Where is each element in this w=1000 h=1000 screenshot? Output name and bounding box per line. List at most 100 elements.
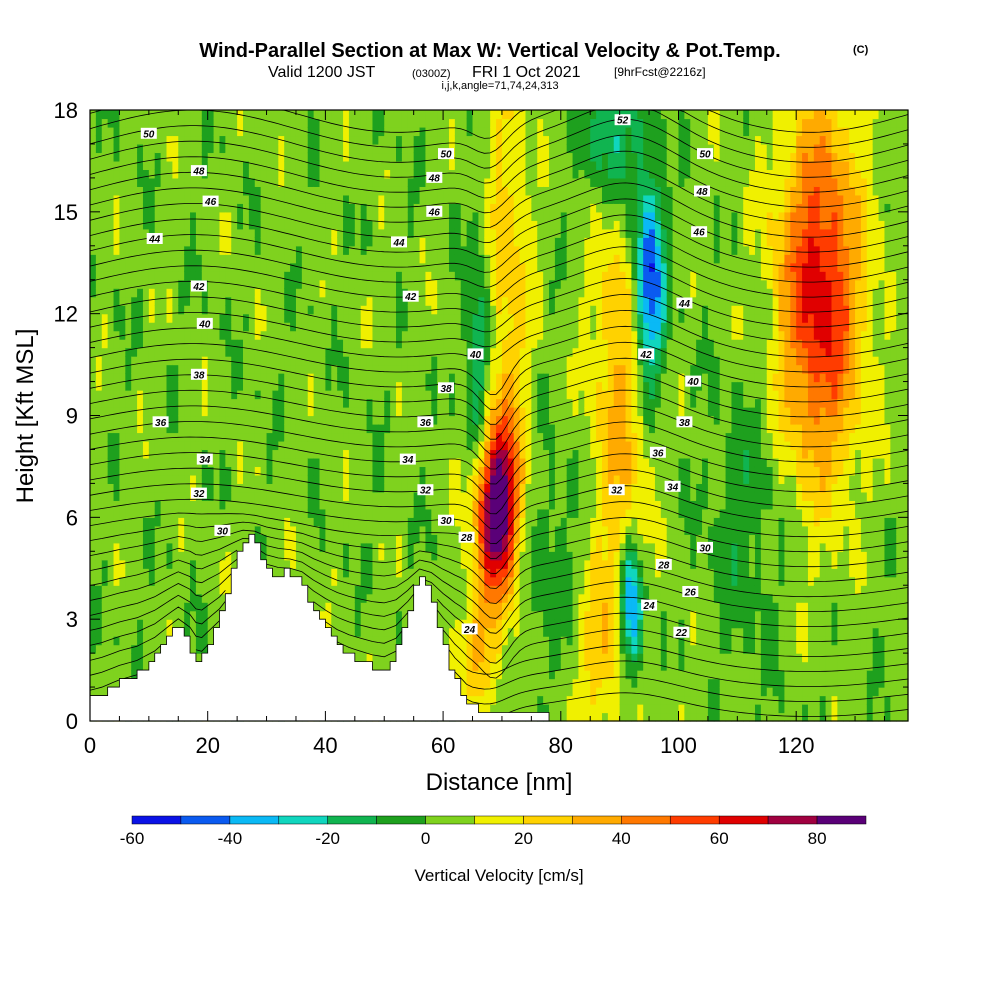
velocity-cell <box>307 534 315 544</box>
velocity-cell <box>260 474 268 484</box>
velocity-cell <box>466 211 474 221</box>
velocity-cell <box>137 568 144 578</box>
velocity-cell <box>154 423 162 434</box>
velocity-cell <box>384 432 391 442</box>
velocity-cell <box>254 262 262 272</box>
velocity-cell <box>90 203 97 213</box>
velocity-cell <box>295 568 303 578</box>
velocity-cell <box>243 211 250 221</box>
velocity-cell <box>231 534 238 544</box>
velocity-cell <box>95 203 103 213</box>
velocity-cell <box>319 373 326 383</box>
velocity-cell <box>337 398 344 408</box>
velocity-cell <box>390 143 397 154</box>
velocity-cell <box>331 542 338 552</box>
velocity-cell <box>278 542 285 552</box>
velocity-cell <box>478 491 485 501</box>
velocity-cell <box>354 636 362 646</box>
velocity-cell <box>490 585 497 595</box>
velocity-cell <box>484 500 491 510</box>
velocity-cell <box>348 610 356 620</box>
velocity-cell <box>360 551 368 561</box>
velocity-cell <box>101 653 109 663</box>
velocity-cell <box>166 457 173 468</box>
velocity-cell <box>331 339 338 349</box>
velocity-cell <box>425 500 432 510</box>
velocity-cell <box>448 220 456 230</box>
velocity-cell <box>331 517 338 527</box>
velocity-cell <box>213 398 221 408</box>
velocity-cell <box>107 228 115 238</box>
velocity-cell <box>295 126 303 137</box>
velocity-cell <box>231 203 238 213</box>
velocity-cell <box>166 364 173 374</box>
velocity-cell <box>295 500 303 510</box>
velocity-cell <box>319 322 326 332</box>
velocity-cell <box>301 305 309 315</box>
velocity-cell <box>266 296 274 306</box>
velocity-cell <box>484 364 491 374</box>
velocity-cell <box>460 644 468 654</box>
velocity-cell <box>384 491 391 501</box>
velocity-cell <box>201 110 209 120</box>
velocity-cell <box>307 194 315 204</box>
velocity-cell <box>413 483 421 493</box>
velocity-cell <box>131 356 138 366</box>
velocity-cell <box>313 211 321 221</box>
velocity-cell <box>419 220 427 230</box>
velocity-cell <box>372 313 379 323</box>
velocity-cell <box>460 483 468 493</box>
velocity-cell <box>437 186 444 196</box>
velocity-cell <box>454 653 462 663</box>
velocity-cell <box>337 177 344 187</box>
velocity-cell <box>113 627 121 637</box>
velocity-cell <box>190 322 197 332</box>
velocity-cell <box>225 220 232 230</box>
velocity-cell <box>195 330 203 340</box>
velocity-cell <box>148 390 156 400</box>
velocity-cell <box>101 610 109 620</box>
velocity-cell <box>472 432 479 442</box>
velocity-cell <box>307 483 315 493</box>
velocity-cell <box>437 347 444 357</box>
velocity-cell <box>448 500 456 510</box>
velocity-cell <box>490 220 497 230</box>
velocity-cell <box>125 220 132 230</box>
velocity-cell <box>407 262 415 272</box>
velocity-cell <box>401 390 409 400</box>
velocity-cell <box>290 228 297 238</box>
velocity-cell <box>219 398 226 408</box>
velocity-cell <box>407 466 415 476</box>
velocity-cell <box>419 296 427 306</box>
velocity-cell <box>142 602 150 612</box>
velocity-cell <box>119 186 126 196</box>
velocity-cell <box>178 203 185 213</box>
velocity-cell <box>213 203 221 213</box>
velocity-cell <box>207 525 215 535</box>
velocity-cell <box>425 220 432 230</box>
velocity-cell <box>148 211 156 221</box>
velocity-cell <box>195 474 203 484</box>
velocity-cell <box>131 305 138 315</box>
velocity-cell <box>254 322 262 332</box>
velocity-cell <box>319 559 326 569</box>
velocity-cell <box>443 288 450 298</box>
velocity-cell <box>272 423 279 434</box>
velocity-cell <box>278 466 285 476</box>
velocity-cell <box>390 551 397 561</box>
velocity-cell <box>107 254 115 264</box>
velocity-cell <box>254 356 262 366</box>
velocity-cell <box>348 636 356 646</box>
velocity-cell <box>407 559 415 569</box>
velocity-cell <box>160 279 168 289</box>
velocity-cell <box>219 322 226 332</box>
velocity-cell <box>184 322 191 332</box>
velocity-cell <box>254 313 262 323</box>
velocity-cell <box>295 423 303 434</box>
velocity-cell <box>148 602 156 612</box>
velocity-cell <box>378 415 385 425</box>
velocity-cell <box>107 491 115 501</box>
velocity-cell <box>154 602 162 612</box>
velocity-cell <box>390 135 397 145</box>
velocity-cell <box>343 220 350 230</box>
